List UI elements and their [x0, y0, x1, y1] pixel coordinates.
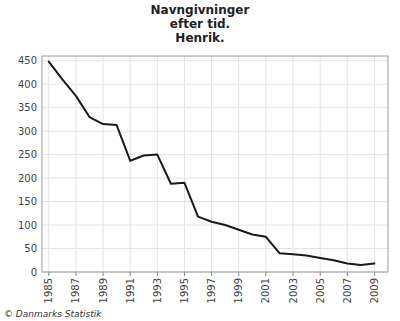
grid-line-y [42, 201, 388, 202]
grid-line-x [293, 56, 294, 272]
grid-line-x [374, 56, 375, 272]
x-tick [130, 272, 131, 276]
x-tick-label: 1985 [43, 278, 54, 303]
axes: 0 50 100 150 200 250 300 350 400 450 1985 1987 1989 1… [18, 55, 388, 303]
grid-line-x [103, 56, 104, 272]
x-tick [238, 272, 239, 276]
chart: Navngivningerefter tid.Henrik. 0 50 100 150 2… [0, 0, 400, 321]
x-tick [48, 272, 49, 276]
grid-line-y [42, 131, 388, 132]
grid-line-x [157, 56, 158, 272]
grid-line-x [238, 56, 239, 272]
y-tick-label: 450 [18, 55, 37, 66]
y-tick-label: 300 [18, 126, 37, 137]
y-tick-label: 400 [18, 79, 37, 90]
grid-line-x [347, 56, 348, 272]
grid-line-y [42, 84, 388, 85]
x-tick [157, 272, 158, 276]
x-tick [75, 272, 76, 276]
x-tick [265, 272, 266, 276]
x-tick-label: 1997 [206, 278, 217, 303]
series [49, 62, 375, 265]
x-tick-label: 1995 [179, 278, 190, 303]
grid-line-y [42, 248, 388, 249]
y-tick-label: 0 [31, 267, 37, 278]
grid-line-y [42, 60, 388, 61]
x-tick-label: 2007 [342, 278, 353, 303]
x-tick [184, 272, 185, 276]
y-tick-label: 200 [18, 173, 37, 184]
grid-line-x [211, 56, 212, 272]
y-tick-label: 350 [18, 102, 37, 113]
grid-line-x [75, 56, 76, 272]
y-tick-label: 50 [24, 243, 37, 254]
x-tick-label: 2001 [260, 278, 271, 303]
grid-line-x [48, 56, 49, 272]
line [49, 62, 375, 265]
title: Navngivningerefter tid.Henrik. [151, 3, 250, 45]
x-tick-label: 2003 [288, 278, 299, 303]
y-tick-label: 100 [18, 220, 37, 231]
grid-line-y [42, 225, 388, 226]
annotation: © Danmarks Statistik [4, 309, 102, 319]
y-tick-label: 150 [18, 196, 37, 207]
x-tick [320, 272, 321, 276]
x-tick-label: 1999 [233, 278, 244, 303]
grid-line-y [42, 107, 388, 108]
x-tick-label: 2009 [369, 278, 380, 303]
grid-line-y [42, 178, 388, 179]
grid [42, 56, 388, 272]
plot-frame [42, 56, 388, 272]
x-tick [374, 272, 375, 276]
x-tick [211, 272, 212, 276]
grid-line-x [184, 56, 185, 272]
x-tick [293, 272, 294, 276]
grid-line-y [42, 154, 388, 155]
x-tick [103, 272, 104, 276]
grid-line-x [130, 56, 131, 272]
x-tick-label: 1991 [125, 278, 136, 303]
y-tick-label: 250 [18, 149, 37, 160]
x-tick [347, 272, 348, 276]
x-tick-label: 1987 [70, 278, 81, 303]
grid-line-x [265, 56, 266, 272]
x-tick-label: 1993 [152, 278, 163, 303]
x-tick-label: 1989 [98, 278, 109, 303]
x-tick-label: 2005 [315, 278, 326, 303]
grid-line-x [320, 56, 321, 272]
